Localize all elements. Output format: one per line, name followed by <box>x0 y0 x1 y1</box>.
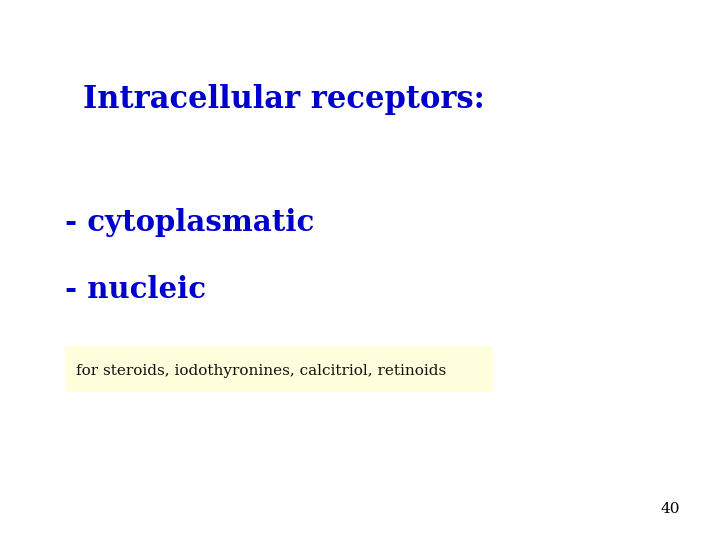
Text: - cytoplasmatic: - cytoplasmatic <box>65 208 314 237</box>
FancyBboxPatch shape <box>65 346 493 392</box>
Text: - nucleic: - nucleic <box>65 275 206 305</box>
Text: 40: 40 <box>661 502 680 516</box>
Text: Intracellular receptors:: Intracellular receptors: <box>83 84 485 114</box>
Text: for steroids, iodothyronines, calcitriol, retinoids: for steroids, iodothyronines, calcitriol… <box>76 364 446 379</box>
